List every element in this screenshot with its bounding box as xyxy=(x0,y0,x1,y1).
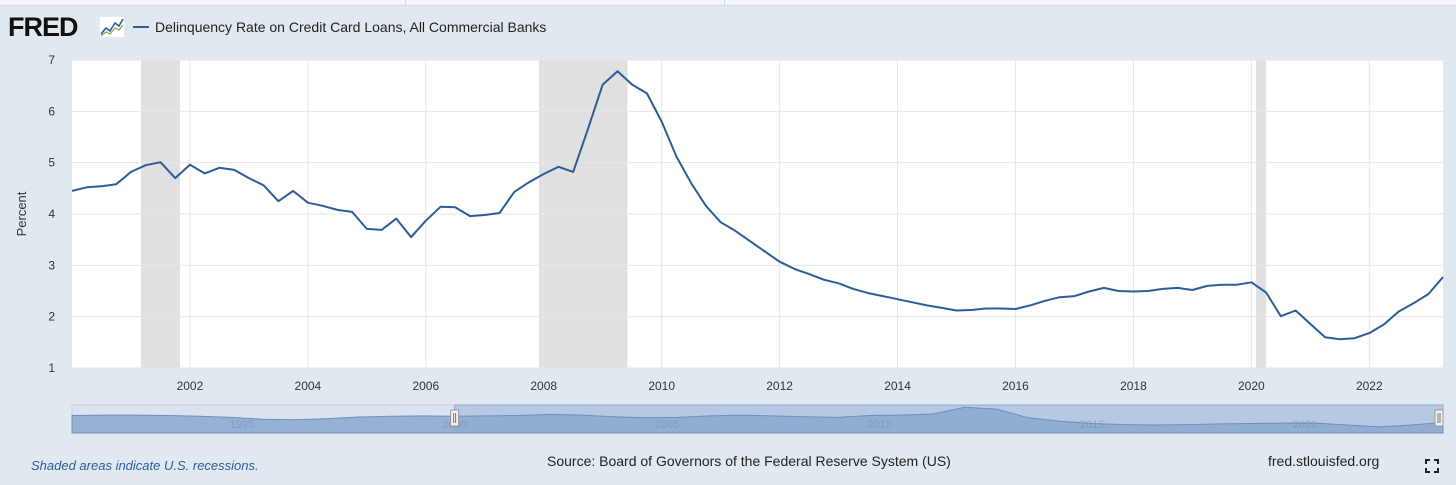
grid-lines xyxy=(72,59,1443,369)
navigator-right-handle[interactable] xyxy=(1434,409,1444,427)
x-tick-label: 2018 xyxy=(1120,379,1147,393)
fullscreen-icon[interactable] xyxy=(1425,459,1439,473)
fred-logo[interactable]: FRED xyxy=(8,12,78,42)
toolbar-divider xyxy=(405,0,406,5)
navigator-year-label: 2020 xyxy=(1293,419,1317,431)
chart-legend: Delinquency Rate on Credit Card Loans, A… xyxy=(133,19,546,35)
y-axis-title: Percent xyxy=(14,191,29,236)
x-tick-label: 2004 xyxy=(295,379,322,393)
range-navigator[interactable]: 199520002005201020152020 xyxy=(71,404,1444,434)
x-tick-label: 2016 xyxy=(1002,379,1029,393)
handle-grip[interactable] xyxy=(1434,409,1444,427)
y-axis-ticks: 1 2 3 4 5 6 7 xyxy=(48,53,55,375)
source-text: Source: Board of Governors of the Federa… xyxy=(547,453,951,469)
navigator-left-handle[interactable] xyxy=(450,409,460,427)
navigator-year-label: 2010 xyxy=(867,419,891,431)
y-tick-label: 1 xyxy=(48,361,55,375)
x-tick-label: 2012 xyxy=(766,379,793,393)
site-link[interactable]: fred.stlouisfed.org xyxy=(1268,453,1380,469)
x-tick-label: 2020 xyxy=(1238,379,1265,393)
x-tick-label: 2006 xyxy=(412,379,439,393)
y-tick-label: 4 xyxy=(48,207,55,221)
y-tick-label: 6 xyxy=(48,104,55,118)
navigator-year-label: 1995 xyxy=(230,419,254,431)
handle-grip[interactable] xyxy=(450,409,460,427)
x-tick-label: 2008 xyxy=(530,379,557,393)
legend-label: Delinquency Rate on Credit Card Loans, A… xyxy=(155,19,547,35)
y-tick-label: 5 xyxy=(48,156,55,170)
x-tick-label: 2010 xyxy=(648,379,675,393)
x-tick-label: 2022 xyxy=(1356,379,1383,393)
series-line[interactable] xyxy=(71,70,1444,341)
fred-chart-logo-icon xyxy=(99,16,125,38)
y-tick-label: 3 xyxy=(48,258,55,272)
x-axis-ticks: 2002 2004 2006 2008 2010 2012 2014 2016 2018 2020… xyxy=(177,379,1383,393)
x-tick-label: 2002 xyxy=(177,379,204,393)
recession-note: Shaded areas indicate U.S. recessions. xyxy=(31,458,259,473)
top-toolbar-strip xyxy=(0,0,1456,6)
navigator-series-area xyxy=(71,406,1444,434)
navigator-year-label: 2005 xyxy=(655,419,679,431)
x-tick-label: 2014 xyxy=(884,379,911,393)
toolbar-divider xyxy=(724,0,725,5)
navigator-year-labels: 199520002005201020152020 xyxy=(230,419,1317,431)
legend-swatch xyxy=(133,26,149,28)
y-tick-label: 7 xyxy=(48,53,55,67)
y-tick-label: 2 xyxy=(48,310,55,324)
navigator-year-label: 2015 xyxy=(1080,419,1104,431)
